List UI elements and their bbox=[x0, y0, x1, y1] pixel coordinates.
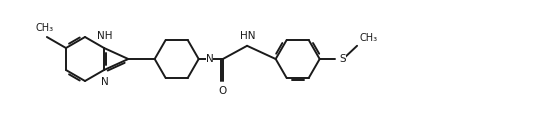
Text: HN: HN bbox=[240, 31, 256, 41]
Text: NH: NH bbox=[97, 31, 113, 41]
Text: N: N bbox=[101, 77, 109, 87]
Text: S: S bbox=[339, 54, 345, 64]
Text: CH₃: CH₃ bbox=[36, 23, 54, 33]
Text: CH₃: CH₃ bbox=[359, 33, 377, 43]
Text: N: N bbox=[206, 54, 214, 64]
Text: O: O bbox=[219, 86, 227, 96]
